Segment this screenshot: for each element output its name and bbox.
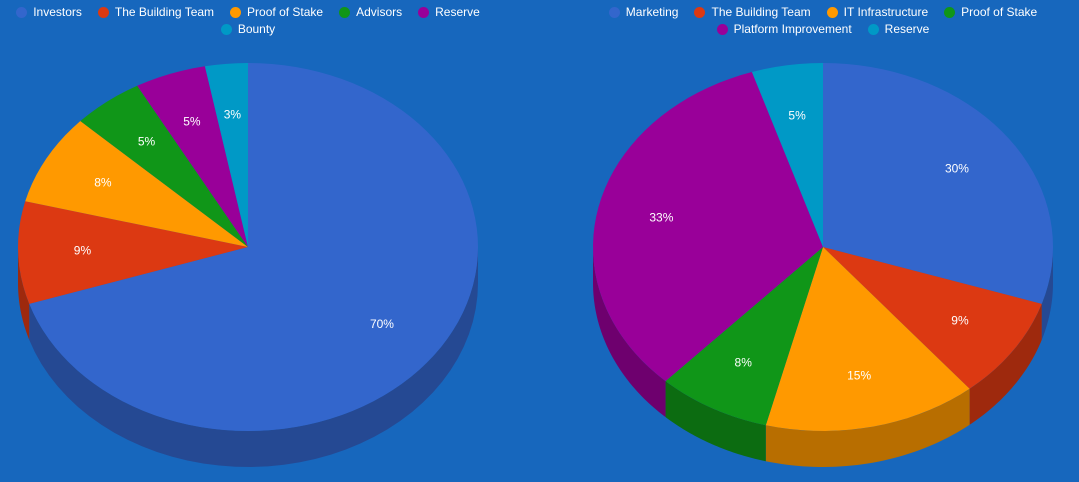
legend-dot [944, 7, 956, 18]
slice [204, 63, 248, 247]
data-label: 8% [94, 175, 112, 189]
legend-item: Bounty [220, 22, 276, 36]
data-label: 9% [951, 314, 969, 328]
legend: Investors The Building Team Proof of Stake… [0, 6, 498, 36]
slice-side [969, 303, 1042, 425]
legend-dot [230, 7, 242, 18]
data-label: 70% [370, 317, 394, 331]
legend-dot [16, 7, 28, 18]
legend-dot [418, 7, 430, 18]
slice [823, 63, 1053, 304]
legend-item: Platform Improvement [716, 22, 852, 36]
data-label: 3% [224, 107, 242, 121]
legend-label: Bounty [237, 22, 276, 36]
legend-label: The Building Team [711, 5, 811, 19]
legend-dot [608, 7, 620, 18]
pie-chart: 70% 9% 8% 5% 5% 3% [18, 63, 479, 467]
legend-item: IT Infrastructure [826, 5, 929, 19]
slice-side [765, 388, 970, 467]
legend-label: The Building Team [114, 5, 215, 19]
slice [80, 85, 248, 247]
slice [751, 63, 823, 247]
legend-item: Reserve [418, 6, 480, 19]
slice-side [18, 247, 30, 340]
legend-label: Advisors [356, 5, 403, 19]
legend-dot [220, 24, 232, 35]
slice-side [1041, 247, 1053, 340]
data-label: 5% [788, 108, 806, 122]
slice [18, 201, 248, 304]
data-label: 15% [847, 368, 871, 382]
legend-dot [339, 7, 351, 18]
legend-item: The Building Team [694, 5, 811, 19]
slice [823, 247, 1042, 389]
legend-dot [826, 7, 838, 18]
legend-item: Reserve [867, 22, 930, 36]
slice [593, 72, 823, 382]
legend-label: Reserve [884, 22, 930, 36]
slice-side [665, 381, 766, 462]
legend-label: Platform Improvement [733, 22, 852, 36]
slice [765, 247, 970, 431]
slice [25, 121, 248, 247]
legend-item: Advisors [339, 6, 402, 19]
legend-dot [97, 7, 109, 18]
data-label: 5% [138, 134, 156, 148]
legend-dot [716, 24, 728, 35]
legend-item: The Building Team [97, 5, 215, 19]
slice [137, 66, 248, 247]
data-label: 30% [945, 161, 969, 175]
data-label: 33% [649, 210, 673, 224]
legend-item: Proof of Stake [944, 6, 1037, 19]
legend-item: Investors [16, 6, 82, 19]
legend-label: Investors [33, 5, 82, 19]
legend-label: Proof of Stake [961, 5, 1038, 19]
slice-side [593, 247, 666, 418]
legend-dot [867, 24, 879, 35]
legend-label: Marketing [625, 5, 679, 19]
legend-item: Proof of Stake [230, 6, 323, 19]
slice-side [29, 247, 479, 467]
legend-item: Marketing [608, 5, 679, 19]
legend-label: Reserve [435, 5, 480, 19]
data-label: 9% [74, 243, 92, 257]
legend-label: Proof of Stake [247, 5, 324, 19]
legend-label: IT Infrastructure [843, 5, 929, 19]
data-label: 5% [183, 115, 201, 129]
pie-chart: 30% 9% 15% 8% 33% 5% [593, 63, 1053, 467]
slice [665, 247, 823, 426]
legend-dot [694, 7, 706, 18]
slice [29, 63, 479, 431]
data-label: 8% [735, 355, 753, 369]
legend: Marketing The Building Team IT Infrastruct… [573, 6, 1073, 36]
